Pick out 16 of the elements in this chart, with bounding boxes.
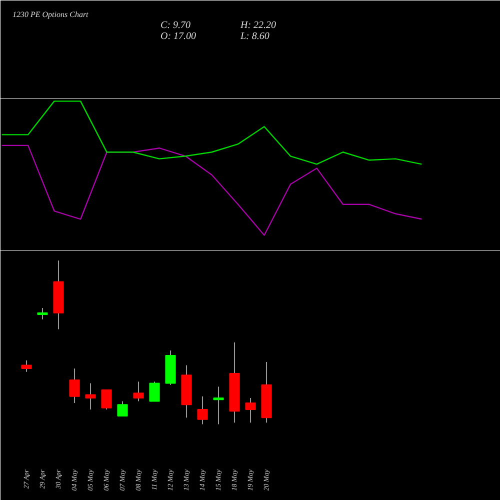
candlestick xyxy=(21,360,32,372)
candlestick xyxy=(197,396,208,425)
text: L: 8.60 xyxy=(240,31,270,42)
candlestick xyxy=(245,398,256,424)
candlestick xyxy=(69,368,80,404)
text: C: 9.70 xyxy=(160,20,190,31)
candlestick xyxy=(117,400,128,417)
text: O: 17.00 xyxy=(160,31,196,42)
candlestick xyxy=(133,381,144,402)
candlestick xyxy=(85,382,96,410)
candlestick xyxy=(37,307,48,320)
candlestick xyxy=(213,386,224,425)
candlestick xyxy=(149,381,160,402)
chart-title: 1230 PE Options Chart xyxy=(12,10,90,19)
text: H: 22.20 xyxy=(240,20,276,31)
candlestick xyxy=(101,389,112,410)
